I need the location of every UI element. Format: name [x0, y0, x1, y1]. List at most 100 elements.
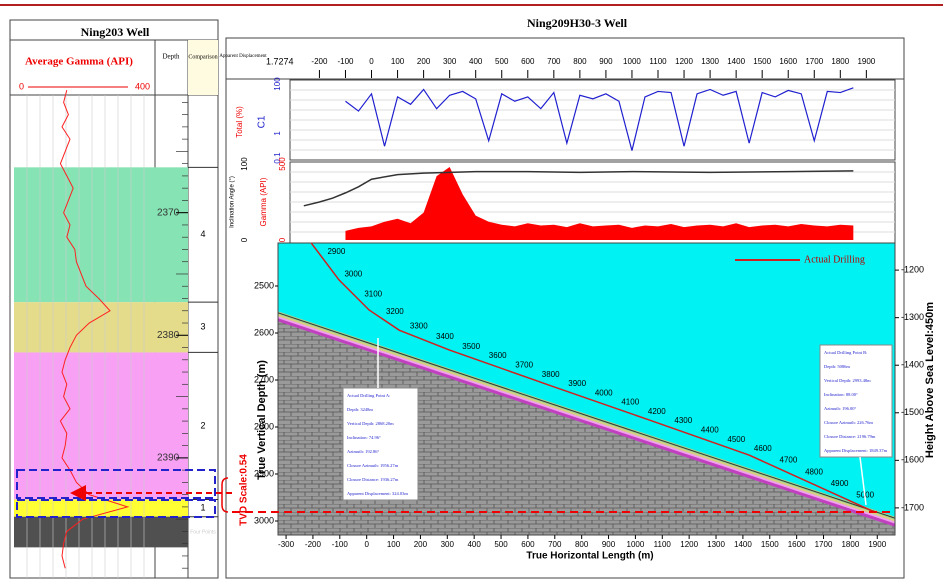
c1-tick: 0.1 — [273, 152, 282, 164]
y-tick: 2700 — [254, 374, 274, 384]
zone-label: 4 — [200, 229, 205, 239]
y2-tick: -1200 — [901, 264, 924, 274]
x-tick: 500 — [494, 540, 508, 549]
gamma-tick: 500 — [278, 157, 287, 171]
y2-tick: -1500 — [901, 407, 924, 417]
left-title: Ning203 Well — [81, 25, 150, 39]
top-x-tick: 500 — [495, 57, 509, 66]
x-tick: -200 — [305, 540, 322, 549]
comp-header — [188, 40, 218, 95]
zone-label: 2 — [200, 420, 205, 430]
x-tick: -300 — [278, 540, 295, 549]
info-text: Actual Drilling Point A: — [347, 393, 390, 398]
right-frame — [225, 37, 905, 579]
x-tick: 1400 — [734, 540, 752, 549]
c1-tick: 1 — [273, 131, 282, 136]
zone-label: Four Points — [190, 529, 216, 535]
top-x-tick: 1400 — [727, 57, 745, 66]
y2-tick: -1300 — [901, 312, 924, 322]
md-label: 3900 — [568, 379, 586, 388]
basement — [278, 320, 895, 535]
trajectory — [310, 242, 875, 513]
c1-label: C1 — [257, 115, 268, 128]
top-x-tick: 800 — [573, 57, 587, 66]
formation-layer — [277, 316, 896, 525]
x-tick: 1200 — [680, 540, 698, 549]
brace — [221, 477, 229, 513]
x-tick: 1600 — [788, 540, 806, 549]
top-x-tick: 900 — [599, 57, 613, 66]
info-text: Azimuth: 192.86° — [347, 449, 379, 454]
zone — [155, 167, 188, 303]
x-tick: 900 — [602, 540, 616, 549]
y2-label: Height Above Sea Level:450m — [924, 302, 936, 458]
info-box — [819, 344, 893, 458]
gamma-label: Gamma (API) — [259, 177, 268, 226]
highlight-box — [16, 499, 216, 518]
y-tick: 3000 — [254, 515, 274, 525]
top-x-tick: 200 — [417, 57, 431, 66]
x-tick: -100 — [332, 540, 349, 549]
md-label: 3400 — [436, 332, 454, 341]
top-x-tick: 1700 — [805, 57, 823, 66]
left-frame — [9, 19, 219, 579]
info-text: Azimuth: 196.00° — [824, 406, 856, 411]
y-label: True Vertical Depth (m) — [256, 360, 268, 480]
y-tick: 2900 — [254, 468, 274, 478]
formation-layer — [277, 318, 896, 527]
x-tick: 600 — [521, 540, 535, 549]
info-text: Vertical Depth: 2868.20m — [347, 421, 394, 426]
x-tick: 0 — [364, 540, 369, 549]
info-text: Closure Azimuth: 226.76m — [824, 420, 873, 425]
info-text: Closure Distance: 2196.79m — [824, 434, 876, 439]
top-x-tick: 700 — [547, 57, 561, 66]
zone — [155, 516, 188, 548]
md-label: 3200 — [386, 307, 404, 316]
formation-top — [277, 312, 896, 519]
zone — [155, 302, 188, 353]
scale-label: TVD Scale:0.54 — [239, 454, 250, 526]
leader — [859, 456, 867, 506]
info-box — [342, 387, 419, 501]
depth-tick: 2390 — [157, 453, 180, 464]
c1-tick: 100 — [273, 77, 282, 91]
x-tick: 100 — [387, 540, 401, 549]
info-text: Closure Distance: 1936.27m — [347, 477, 399, 482]
x-tick: 1900 — [868, 540, 886, 549]
zone — [14, 352, 155, 500]
incl-curve — [303, 170, 854, 207]
top-x-tick: 300 — [443, 57, 457, 66]
md-label: 3500 — [462, 342, 480, 351]
apparent-value: 1.7274 — [266, 56, 294, 66]
right-title: Ning209H30-3 Well — [527, 16, 628, 30]
top-x-tick: 1100 — [649, 57, 667, 66]
x-tick: 1800 — [841, 540, 859, 549]
y2-tick: -1600 — [901, 455, 924, 465]
top-x-tick: 100 — [391, 57, 405, 66]
c1-unit: Total (%) — [235, 106, 244, 138]
curve-label: Average Gamma (API) — [25, 56, 133, 68]
md-label: 4600 — [754, 444, 772, 453]
top-x-tick: 1300 — [701, 57, 719, 66]
md-label: 3700 — [515, 361, 533, 370]
zone — [14, 499, 155, 517]
y2-tick: -1400 — [901, 360, 924, 370]
x-tick: 1000 — [627, 540, 645, 549]
x-tick: 1500 — [761, 540, 779, 549]
top-x-tick: 1600 — [779, 57, 797, 66]
md-label: 4900 — [831, 479, 849, 488]
depth-header: Depth — [162, 53, 180, 61]
incl-tick: 0 — [240, 237, 249, 242]
scale-max: 400 — [135, 81, 150, 91]
x-tick: 700 — [548, 540, 562, 549]
md-label: 3100 — [364, 289, 382, 298]
x-tick: 1300 — [707, 540, 725, 549]
y-tick: 2500 — [254, 280, 274, 290]
top-x-tick: 0 — [369, 57, 374, 66]
incl-label: Inclination Angle (°) — [230, 176, 236, 228]
top-x-tick: 1200 — [675, 57, 693, 66]
x-tick: 300 — [441, 540, 455, 549]
gamma-tick: 0 — [278, 237, 287, 242]
y-tick: 2800 — [254, 421, 274, 431]
